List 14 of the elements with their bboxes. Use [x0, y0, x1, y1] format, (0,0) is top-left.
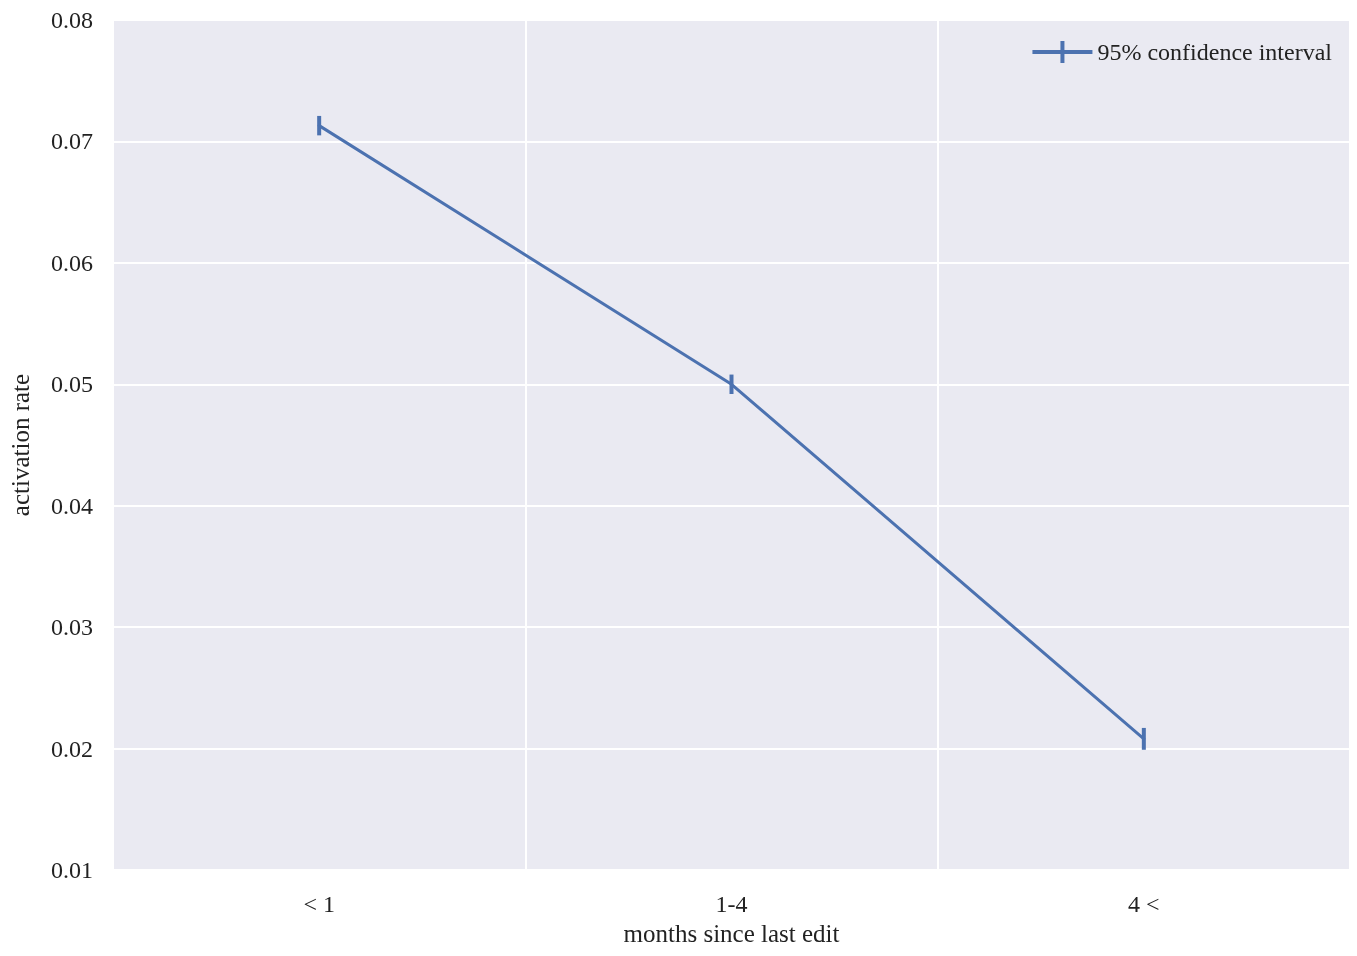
- x-tick-label: 1-4: [715, 891, 748, 917]
- y-tick-label: 0.06: [51, 249, 93, 276]
- y-tick-label: 0.03: [51, 614, 93, 641]
- y-tick-label: 0.02: [51, 735, 93, 762]
- legend-label: 95% confidence interval: [1097, 39, 1333, 65]
- y-tick-label: 0.04: [51, 492, 93, 519]
- x-axis-title: months since last edit: [623, 919, 840, 947]
- y-tick-label: 0.05: [51, 371, 93, 398]
- x-tick-label: < 1: [303, 891, 335, 917]
- y-tick-label: 0.08: [51, 7, 93, 33]
- y-tick-label: 0.01: [51, 857, 93, 883]
- y-axis-title: activation rate: [7, 373, 34, 517]
- x-tick-label: 4 <: [1128, 891, 1160, 917]
- y-tick-label: 0.07: [51, 128, 93, 155]
